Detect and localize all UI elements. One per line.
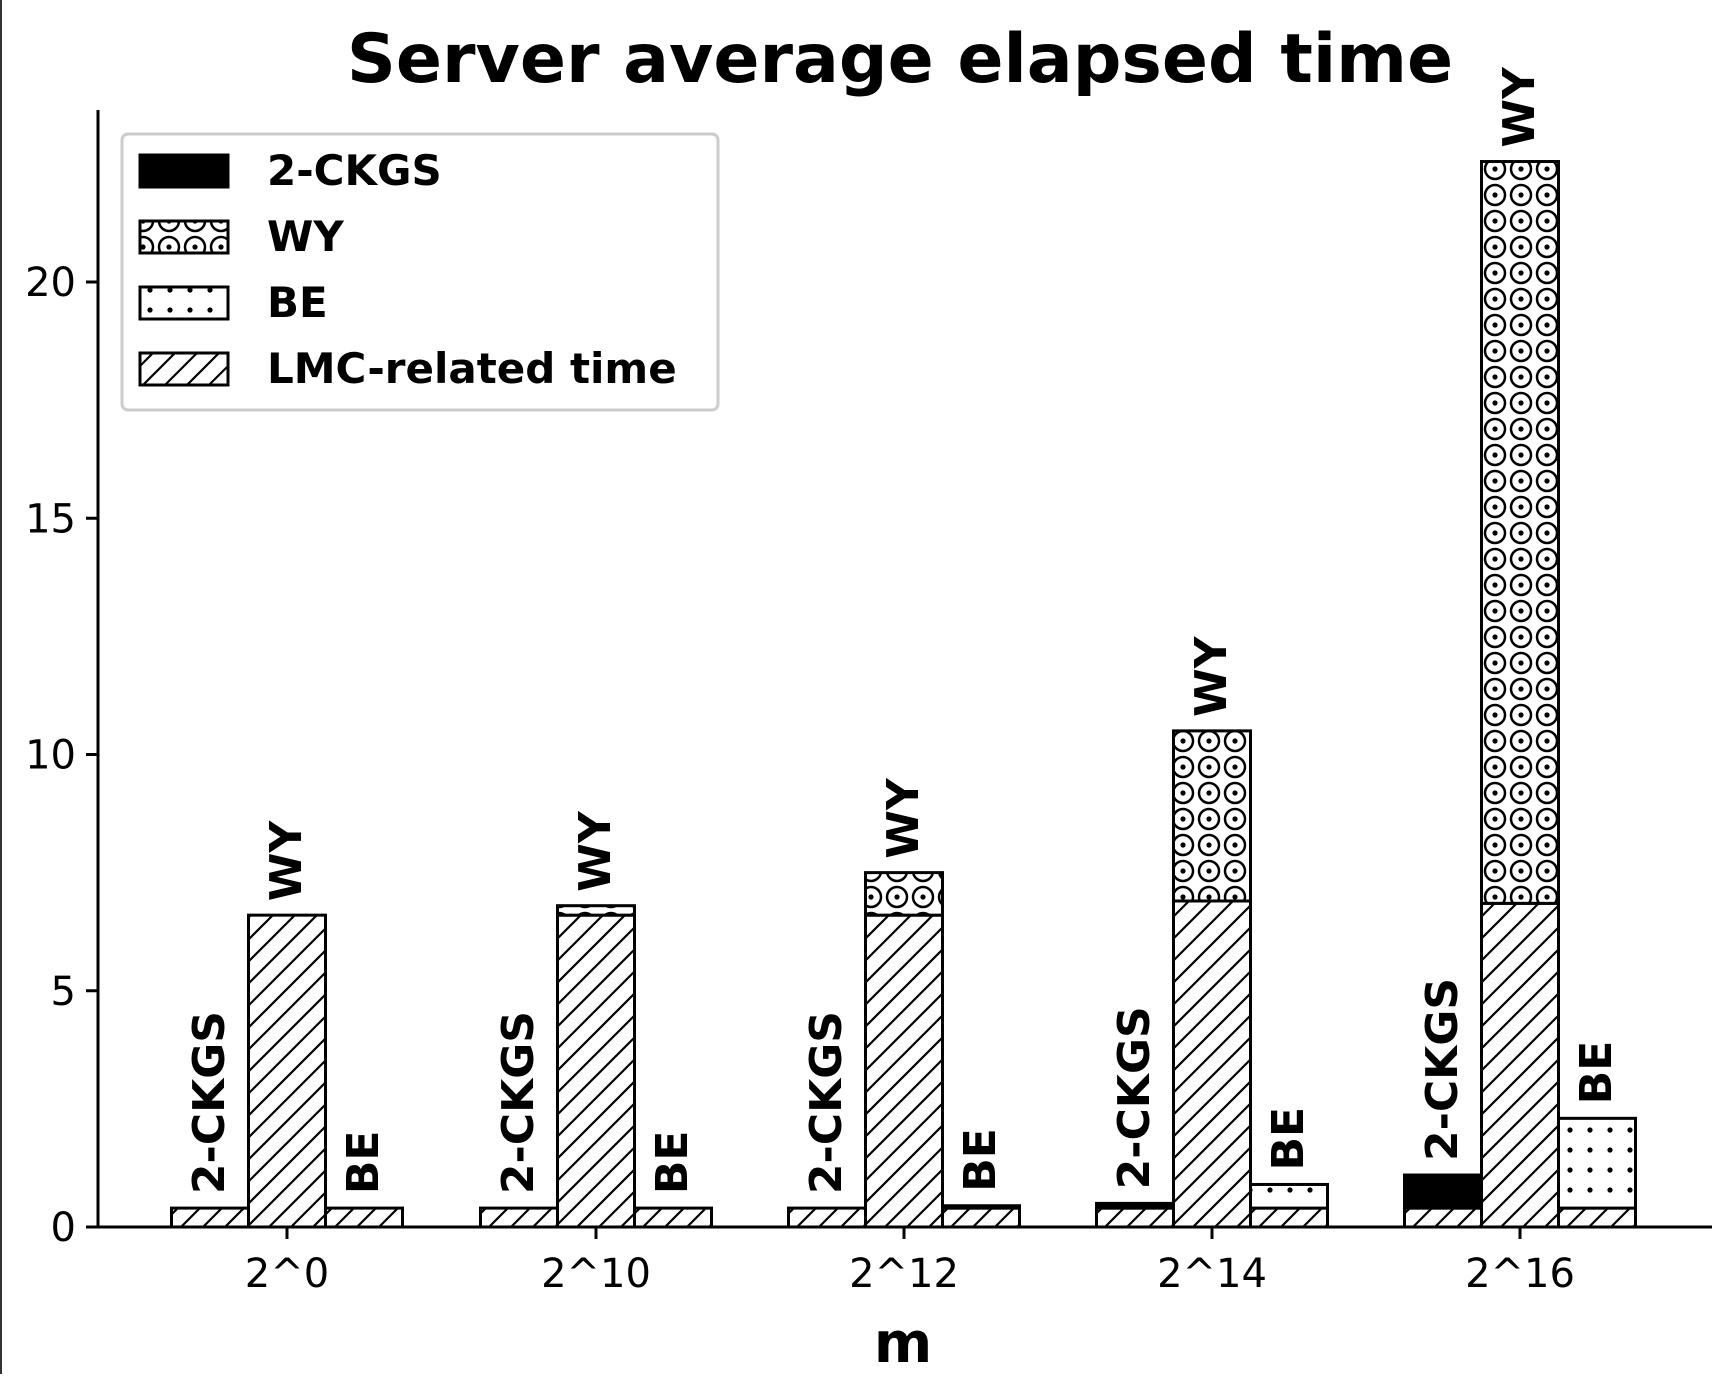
axes: 0 5 10 15 20 2^0 2^10 2^12 2^14 2^16	[25, 110, 1712, 1297]
bar-label: WY	[570, 810, 621, 892]
bar-segment-2-ckgs	[1403, 1173, 1483, 1210]
legend-label: 2-CKGS	[267, 146, 442, 195]
bar-labels: 2-CKGS WY BE 2-CKGS WY BE 2-CKGS WY BE 2-CKGS WY BE…	[184, 66, 1622, 1194]
legend-label: LMC-related time	[267, 344, 677, 393]
bar-segment-lmc	[1095, 1206, 1175, 1229]
bar-segment-lmc	[556, 913, 636, 1229]
bar-segment-lmc	[1172, 899, 1252, 1229]
bar-label: BE	[955, 1128, 1006, 1192]
bar-label: 2-CKGS	[1417, 978, 1468, 1161]
bar-segment-lmc	[1557, 1206, 1637, 1229]
bar-segment-wy	[1172, 729, 1252, 903]
bar-label: WY	[1494, 66, 1545, 148]
bar-segment-lmc	[324, 1206, 404, 1229]
bar-segment-wy	[556, 904, 636, 917]
bar-segment-lmc	[247, 913, 327, 1229]
bar-segment-be	[941, 1204, 1021, 1210]
legend-swatch	[138, 285, 230, 321]
legend-frame	[120, 132, 720, 412]
bar-label: WY	[1186, 635, 1237, 717]
bar-segment-lmc	[1249, 1206, 1329, 1229]
bar-label: BE	[1571, 1041, 1622, 1105]
bar-segment-lmc	[864, 913, 944, 1229]
bars	[170, 160, 1637, 1229]
bar-segment-lmc	[941, 1206, 1021, 1229]
legend-swatch	[138, 351, 230, 387]
bar-segment-lmc	[1480, 901, 1560, 1229]
bar-segment-lmc	[787, 1206, 867, 1229]
frame-border	[0, 0, 2, 1374]
x-tick-label: 2^14	[1157, 1251, 1267, 1297]
x-axis-label: m	[874, 1311, 932, 1374]
bar-label: WY	[878, 777, 929, 859]
x-tick-label: 2^12	[849, 1251, 959, 1297]
bar-segment-2-ckgs	[1095, 1201, 1175, 1210]
legend-swatch	[138, 219, 230, 255]
x-tick-label: 2^10	[541, 1251, 651, 1297]
legend-swatch	[138, 153, 230, 189]
bar-segment-wy	[1480, 160, 1560, 905]
x-tick-label: 2^16	[1465, 1251, 1575, 1297]
bar-label: BE	[1263, 1107, 1314, 1171]
y-tick-label: 5	[51, 969, 76, 1015]
bar-segment-lmc	[1403, 1206, 1483, 1229]
bar-segment-lmc	[479, 1206, 559, 1229]
y-tick-label: 15	[25, 496, 76, 542]
bar-label: BE	[338, 1131, 389, 1195]
bar-label: 2-CKGS	[1109, 1006, 1160, 1189]
bar-segment-be	[1249, 1182, 1329, 1210]
y-tick-label: 20	[25, 260, 76, 306]
legend: 2-CKGS WY BE LMC-related time	[120, 132, 720, 412]
bar-segment-wy	[864, 871, 944, 917]
bar-segment-lmc	[170, 1206, 250, 1229]
bar-label: 2-CKGS	[184, 1011, 235, 1194]
bar-label: 2-CKGS	[493, 1011, 544, 1194]
x-tick-label: 2^0	[245, 1251, 329, 1297]
legend-label: WY	[267, 212, 344, 261]
bar-segment-lmc	[633, 1206, 713, 1229]
legend-label: BE	[267, 278, 328, 327]
bar-segment-be	[1557, 1116, 1637, 1210]
bar-label: WY	[261, 820, 312, 902]
y-tick-label: 0	[51, 1205, 76, 1251]
chart-title: Server average elapsed time	[347, 20, 1453, 99]
bar-label: 2-CKGS	[801, 1011, 852, 1194]
bar-label: BE	[647, 1131, 698, 1195]
y-tick-label: 10	[25, 733, 76, 779]
